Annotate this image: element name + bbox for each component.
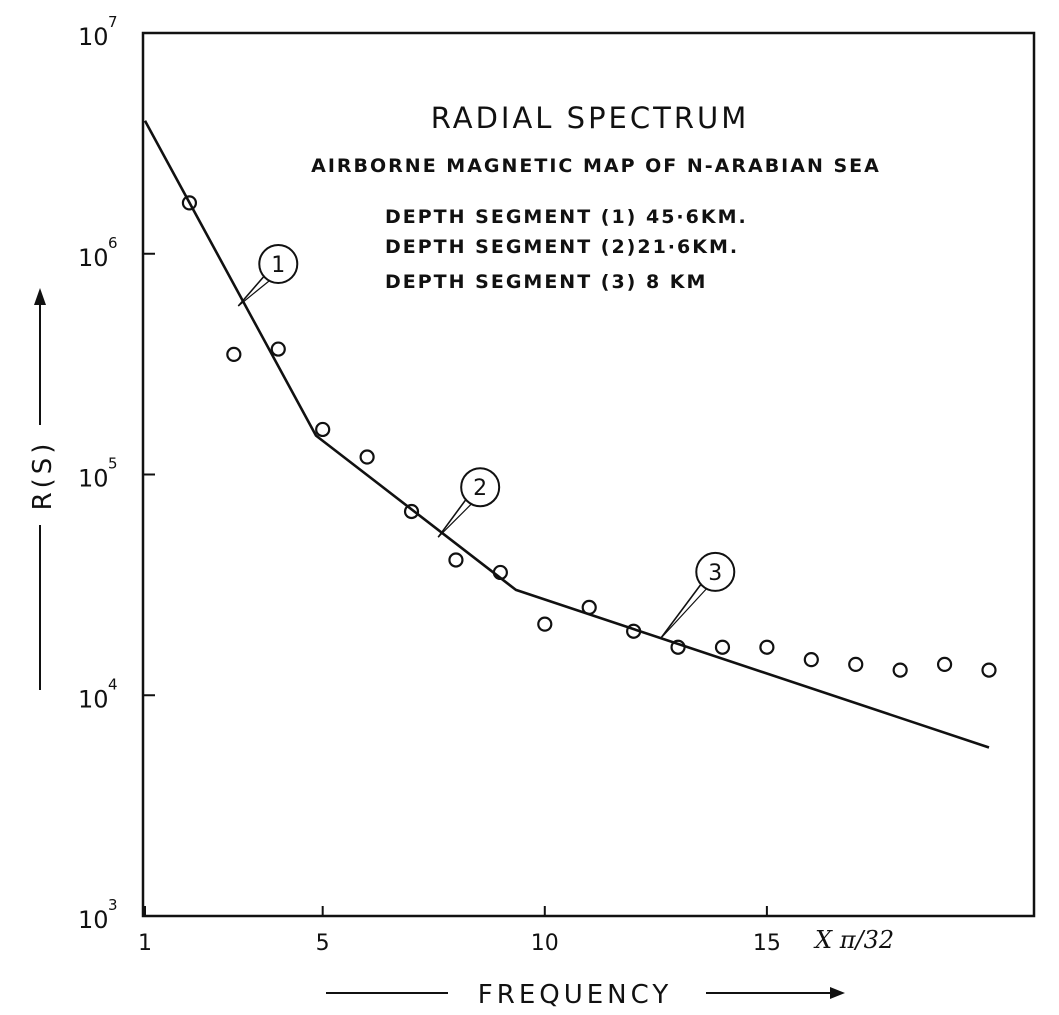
data-point-12	[714, 639, 731, 655]
segment-label-2: 2	[473, 476, 487, 501]
fit-line-group	[143, 120, 990, 749]
x-tick-label-1: 5	[316, 931, 330, 956]
data-point-16	[892, 662, 908, 678]
x-tick-label-3: 15	[753, 931, 781, 956]
data-point-3	[315, 421, 331, 438]
data-point-8	[537, 616, 553, 632]
segment-leader-b-2	[437, 502, 473, 538]
data-point-9	[581, 599, 597, 616]
data-point-14	[803, 652, 819, 668]
y-tick-label-4: 10	[78, 23, 109, 51]
segment-marker-2	[460, 467, 501, 508]
data-point-4	[359, 449, 375, 465]
y-axis-label: R(S)	[28, 440, 58, 511]
depth-annotation-1: DEPTH SEGMENT (1) 45·6KM.	[385, 206, 748, 228]
chart-subtitle: AIRBORNE MAGNETIC MAP OF N-ARABIAN SEA	[311, 155, 881, 177]
data-point-13	[759, 639, 775, 655]
segment-marker-3	[695, 551, 736, 592]
x-tick-label-0: 1	[138, 931, 152, 956]
data-point-15	[848, 656, 864, 672]
y-tick-exponent-2: 5	[108, 455, 118, 473]
y-tick-label-0: 10	[78, 906, 109, 934]
data-point-0	[181, 195, 198, 211]
y-tick-label-3: 10	[78, 244, 109, 272]
y-axis-arrow	[34, 288, 46, 690]
y-tick-exponent-1: 4	[108, 675, 118, 693]
y-tick-label-1: 10	[78, 685, 109, 713]
segment-leader-1	[237, 275, 265, 307]
y-tick-exponent-3: 6	[108, 234, 118, 252]
data-point-10	[626, 623, 642, 639]
data-point-2	[270, 341, 286, 357]
x-axis-ticks: 1 5 10 15	[138, 906, 781, 956]
scatter-points	[181, 195, 997, 678]
data-point-17	[936, 656, 953, 672]
segment-leader-b-1	[237, 279, 271, 307]
y-tick-exponent-0: 3	[108, 896, 118, 914]
segment-leader-b-3	[659, 587, 708, 640]
segment-label-3: 3	[708, 561, 722, 586]
segment-leader-2	[437, 498, 467, 538]
data-point-1	[226, 346, 242, 362]
x-axis-label: FREQUENCY	[478, 980, 672, 1010]
x-tick-label-2: 10	[531, 931, 559, 956]
x-axis-arrow	[326, 987, 845, 999]
depth-annotation-2: DEPTH SEGMENT (2)21·6KM.	[385, 236, 739, 258]
depth-annotation-3: DEPTH SEGMENT (3) 8 KM	[385, 271, 707, 293]
segment-label-1: 1	[271, 253, 285, 278]
segment-labels: 1 2 3	[237, 243, 736, 640]
chart-title: RADIAL SPECTRUM	[431, 101, 750, 135]
data-point-11	[670, 639, 686, 655]
y-tick-exponent-4: 7	[108, 13, 118, 31]
segment-leader-3	[659, 583, 702, 640]
piecewise-fit-line	[143, 120, 990, 749]
data-point-5	[403, 503, 420, 520]
data-point-7	[492, 564, 508, 581]
data-point-6	[448, 552, 464, 568]
x-axis-units: X π/32	[813, 926, 894, 954]
data-point-18	[981, 662, 997, 678]
segment-marker-1	[258, 243, 299, 284]
y-tick-label-2: 10	[78, 465, 109, 493]
